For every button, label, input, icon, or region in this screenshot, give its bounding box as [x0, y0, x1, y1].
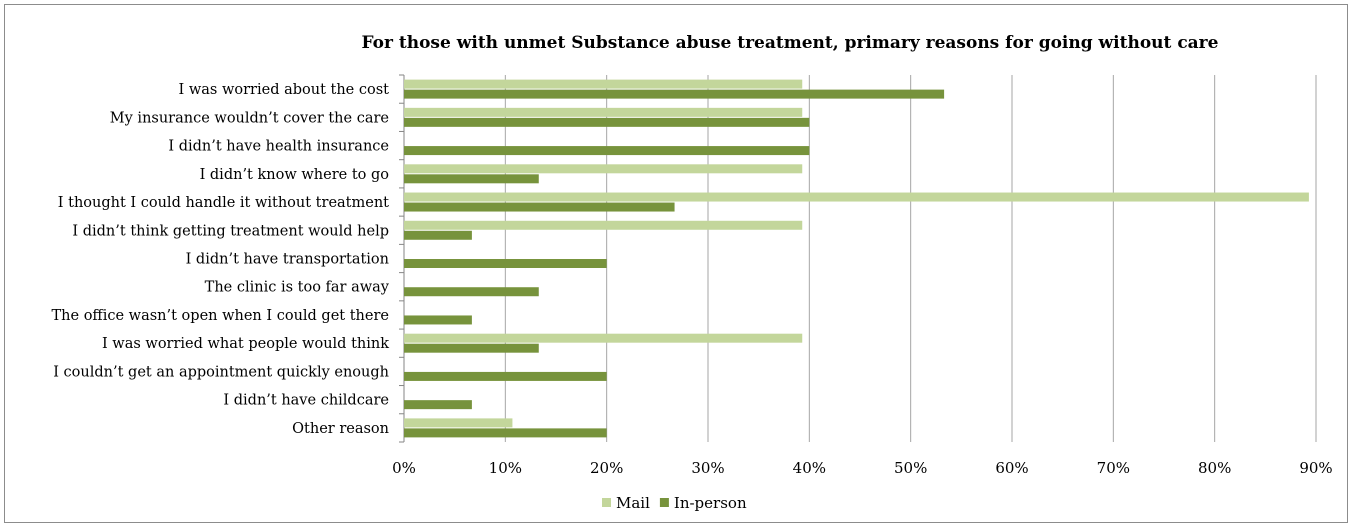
bar-in-person — [404, 117, 810, 127]
x-tick-label: 70% — [1097, 459, 1130, 477]
bar-mail — [404, 107, 803, 117]
chart-title: For those with unmet Substance abuse tre… — [362, 33, 1219, 53]
x-tick-label: 80% — [1198, 459, 1231, 477]
bar-in-person — [404, 174, 539, 184]
bar-mail — [404, 164, 803, 174]
x-tick-label: 20% — [590, 459, 623, 477]
legend-label: Mail — [616, 494, 650, 512]
bar-mail — [404, 192, 1309, 202]
category-label: Other reason — [292, 421, 389, 437]
legend-swatch — [602, 498, 611, 507]
category-label: The clinic is too far away — [205, 280, 390, 296]
gridlines — [399, 74, 1317, 443]
bar-mail — [404, 333, 803, 343]
legend-swatch — [659, 498, 669, 507]
category-label: I couldn’t get an appointment quickly en… — [53, 364, 389, 380]
bar-in-person — [404, 89, 945, 99]
category-label: I didn’t know where to go — [200, 167, 389, 183]
bar-in-person — [404, 259, 607, 268]
x-tick-label: 50% — [894, 459, 927, 477]
category-label: I was worried about the cost — [179, 82, 390, 98]
x-axis-tick-labels: 0% 10% 20% 30% 40% 50% 60% 70% 80% 90% — [392, 459, 1333, 477]
bar-in-person — [404, 202, 675, 212]
bar-in-person — [404, 343, 539, 353]
bar-mail — [404, 79, 803, 89]
category-label: My insurance wouldn’t cover the care — [110, 110, 389, 126]
legend-label: In-person — [674, 494, 747, 512]
bar-in-person — [404, 287, 539, 297]
bar-in-person — [404, 146, 810, 156]
bar-in-person — [404, 230, 472, 240]
bars — [404, 79, 1309, 438]
bar-in-person — [404, 428, 607, 438]
category-label: I was worried what people would think — [102, 336, 389, 352]
x-tick-label: 10% — [489, 459, 522, 477]
bar-in-person — [404, 315, 472, 325]
category-label: I didn’t have childcare — [223, 393, 389, 409]
bar-in-person — [404, 400, 472, 410]
category-label: I didn’t think getting treatment would h… — [72, 223, 389, 239]
bar-chart: For those with unmet Substance abuse tre… — [52, 33, 1333, 512]
bar-mail — [404, 418, 513, 428]
bar-in-person — [404, 371, 607, 381]
category-label: I didn’t have health insurance — [168, 139, 389, 155]
chart-frame: For those with unmet Substance abuse tre… — [4, 4, 1348, 523]
x-tick-label: 40% — [793, 459, 826, 477]
x-tick-label: 30% — [691, 459, 724, 477]
legend: Mail In-person — [602, 494, 747, 512]
x-tick-label: 90% — [1299, 459, 1332, 477]
category-label: The office wasn’t open when I could get … — [52, 308, 390, 324]
category-label: I thought I could handle it without trea… — [58, 195, 389, 211]
x-tick-label: 0% — [392, 459, 416, 477]
x-tick-label: 60% — [995, 459, 1028, 477]
category-labels: I was worried about the cost My insurance… — [52, 82, 390, 437]
bar-mail — [404, 220, 803, 230]
category-label: I didn’t have transportation — [186, 252, 389, 268]
